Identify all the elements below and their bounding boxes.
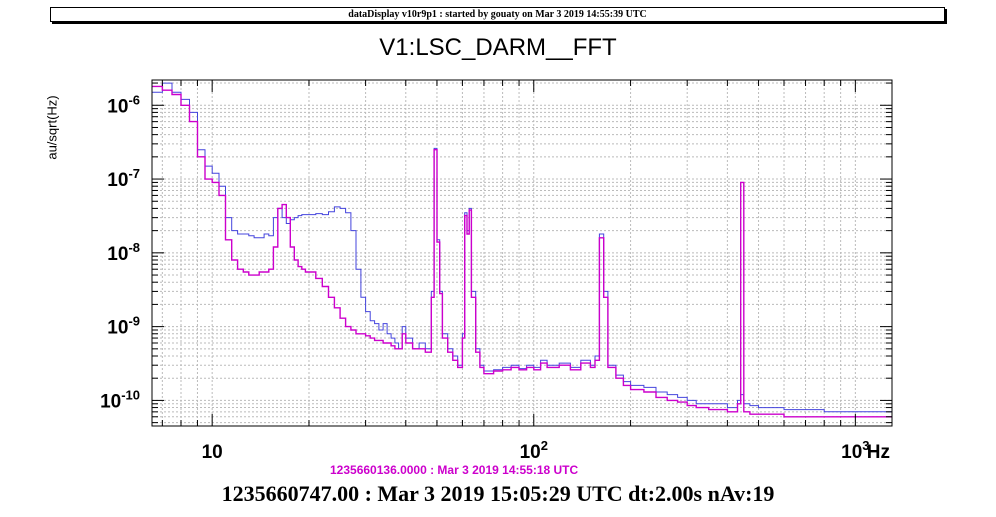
current-time-label: 1235660747.00 : Mar 3 2019 15:05:29 UTC … bbox=[221, 481, 775, 506]
x-tick-label: 103 bbox=[841, 438, 869, 463]
y-tick-label: 10-7 bbox=[107, 166, 140, 191]
y-tick-label: 10-10 bbox=[100, 387, 140, 412]
series-line-0 bbox=[152, 82, 892, 413]
series-line-1 bbox=[152, 85, 892, 418]
y-tick-label: 10-6 bbox=[107, 92, 140, 117]
series-group bbox=[152, 82, 892, 418]
y-tick-label: 10-8 bbox=[107, 240, 140, 265]
axis-ticks bbox=[152, 80, 892, 426]
app-banner: dataDisplay v10r9p1 : started by gouaty … bbox=[50, 7, 945, 22]
y-tick-label: 10-9 bbox=[107, 314, 140, 339]
x-tick-label: 102 bbox=[520, 438, 548, 463]
x-tick-label: 10 bbox=[202, 442, 223, 463]
x-axis-unit-label: Hz bbox=[867, 442, 890, 463]
chart-title: V1:LSC_DARM__FFT bbox=[379, 34, 617, 61]
reference-time-label: 1235660136.0000 : Mar 3 2019 14:55:18 UT… bbox=[330, 463, 579, 477]
grid bbox=[152, 80, 892, 426]
